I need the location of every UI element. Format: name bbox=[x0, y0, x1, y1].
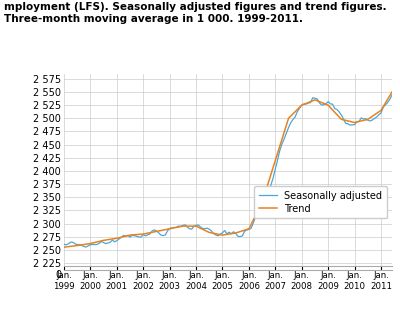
Trend bbox=[390, 90, 394, 94]
Seasonally adjusted bbox=[236, 235, 240, 238]
Trend bbox=[332, 110, 337, 114]
Trend bbox=[192, 224, 196, 228]
Seasonally adjusted bbox=[249, 227, 254, 230]
Text: Three-month moving average in 1 000. 1999-2011.: Three-month moving average in 1 000. 199… bbox=[4, 14, 303, 24]
Seasonally adjusted bbox=[334, 108, 339, 111]
Legend: Seasonally adjusted, Trend: Seasonally adjusted, Trend bbox=[254, 186, 387, 219]
Trend bbox=[233, 231, 238, 235]
Trend bbox=[170, 227, 174, 230]
Line: Seasonally adjusted: Seasonally adjusted bbox=[64, 95, 392, 247]
Trend bbox=[288, 114, 293, 118]
Trend bbox=[246, 227, 251, 231]
Trend bbox=[62, 245, 66, 249]
Text: mployment (LFS). Seasonally adjusted figures and trend figures.: mployment (LFS). Seasonally adjusted fig… bbox=[4, 2, 387, 12]
Line: Trend: Trend bbox=[64, 92, 392, 247]
Seasonally adjusted bbox=[172, 226, 176, 229]
Seasonally adjusted bbox=[194, 223, 198, 227]
Seasonally adjusted bbox=[390, 93, 394, 97]
Seasonally adjusted bbox=[62, 243, 66, 246]
Seasonally adjusted bbox=[84, 245, 88, 249]
Text: 0: 0 bbox=[56, 270, 62, 280]
Seasonally adjusted bbox=[290, 118, 295, 122]
